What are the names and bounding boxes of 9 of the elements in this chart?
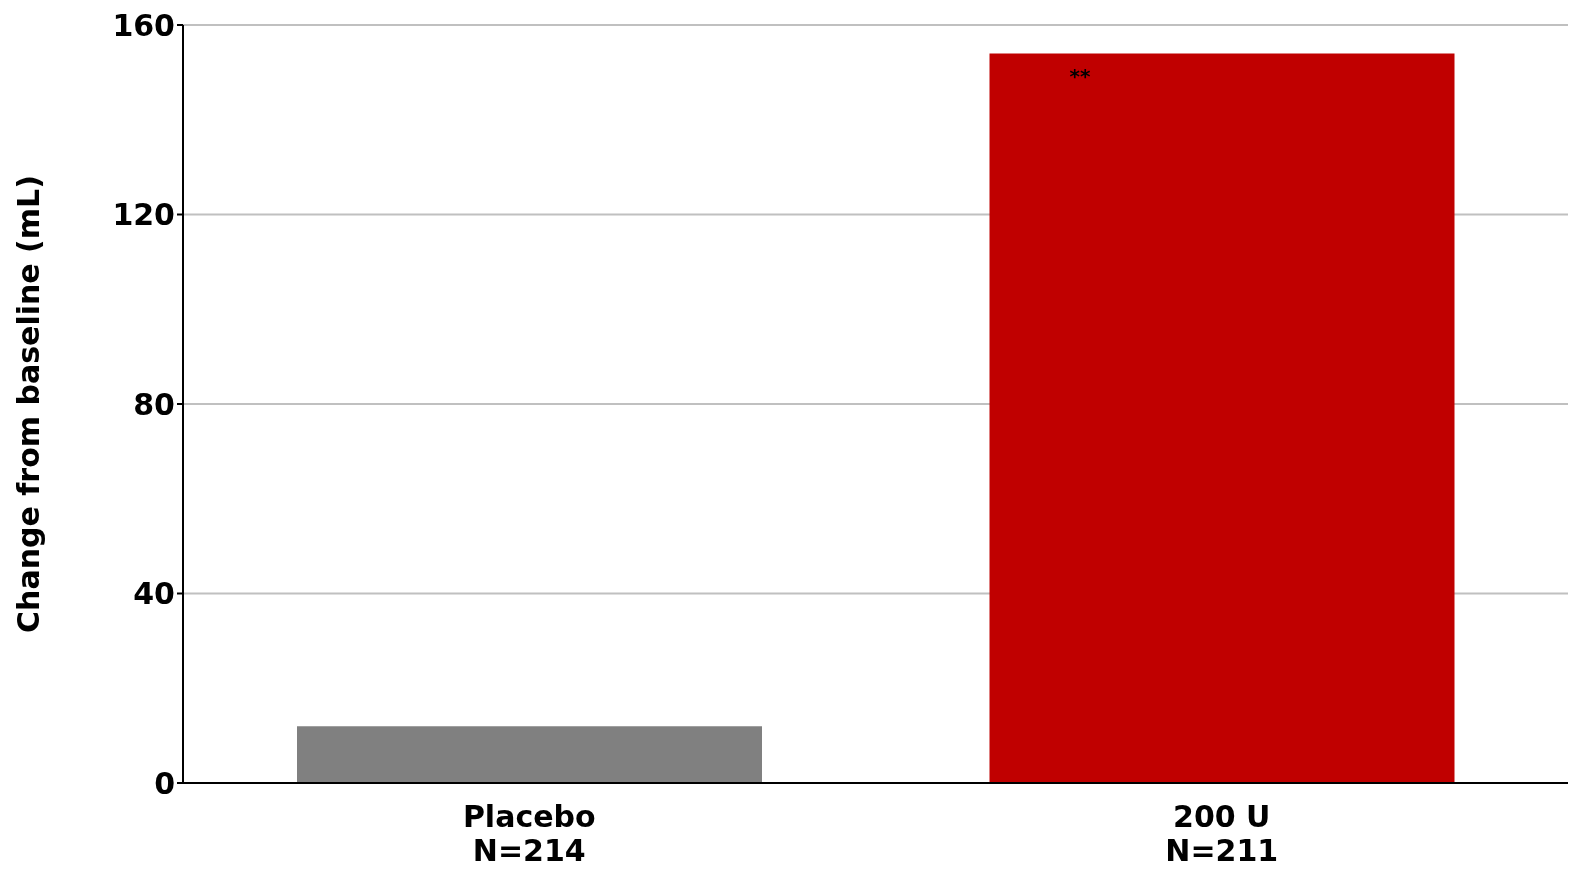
y-tick-label: 120 [112,197,175,233]
x-tick-label: Placebo N=214 [462,799,596,868]
x-tick-label: 200 U N=211 [1165,799,1279,868]
y-tick-label: 160 [112,7,175,43]
y-tick-label: 80 [133,386,175,422]
y-tick-label: 0 [154,765,175,801]
annotation: ** [1069,64,1091,89]
y-tick-label: 40 [133,576,175,612]
y-axis-title: Change from baseline (mL) [10,175,46,633]
